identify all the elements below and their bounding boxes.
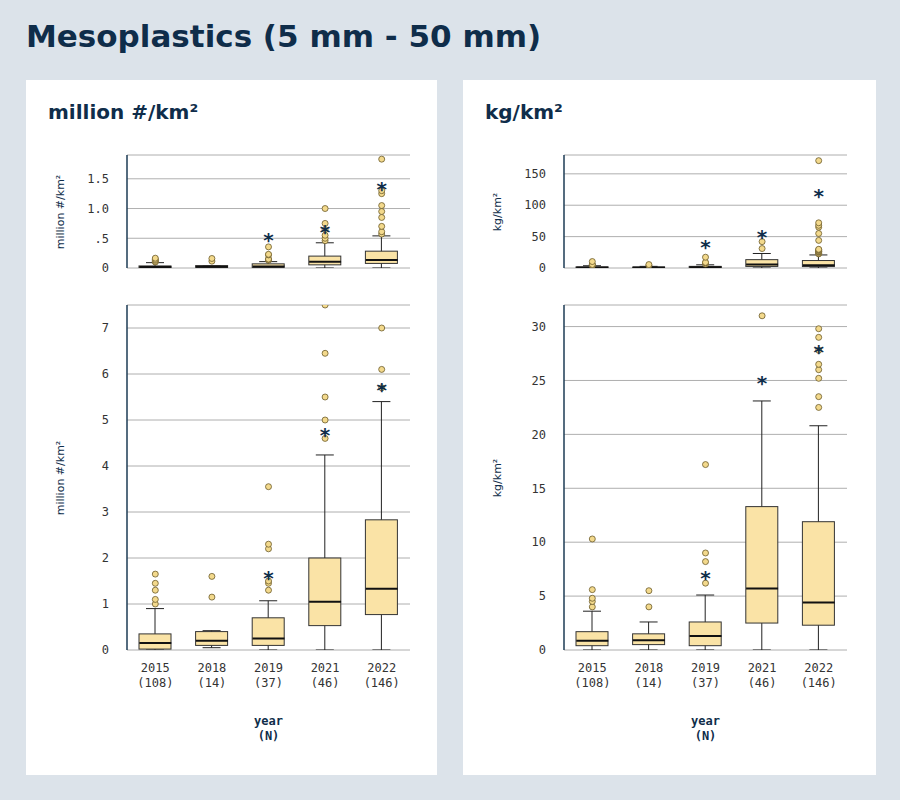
html-text:Mesoplastics (5 mm - 50 mm): Mesoplastics (5 mm - 50 mm) [26, 18, 542, 54]
svg-text:2015(108): 2015(108) [574, 661, 610, 690]
svg-text:2021(46): 2021(46) [748, 661, 777, 690]
svg-text:2015(108): 2015(108) [137, 661, 173, 690]
svg-text:2018(14): 2018(14) [197, 661, 226, 690]
svg-text:20: 20 [532, 428, 546, 442]
svg-text:0: 0 [539, 261, 546, 273]
svg-text:0: 0 [539, 643, 546, 657]
svg-text:5: 5 [539, 589, 546, 603]
svg-text:2019(37): 2019(37) [254, 661, 283, 690]
html-text:million #/km²: million #/km² [53, 440, 67, 515]
svg-text:100: 100 [524, 198, 546, 212]
svg-text:2: 2 [102, 551, 109, 565]
svg-text:15: 15 [532, 482, 546, 496]
svg-text:0: 0 [102, 261, 109, 273]
html-text:kg/km²: kg/km² [485, 100, 563, 124]
svg-text:*: * [757, 225, 768, 249]
html-text:(N): (N) [257, 729, 280, 743]
svg-text:*: * [700, 235, 711, 259]
html-text:million #/km²: million #/km² [48, 100, 199, 124]
svg-text:2022(146): 2022(146) [801, 661, 837, 690]
svg-text:2018(14): 2018(14) [634, 661, 663, 690]
svg-text:7: 7 [102, 321, 109, 335]
html-text:kg/km²: kg/km² [490, 458, 504, 497]
svg-text:2022(146): 2022(146) [364, 661, 400, 690]
svg-text:*: * [700, 566, 711, 590]
svg-text:1: 1 [102, 597, 109, 611]
svg-text:*: * [757, 371, 768, 395]
svg-text:5: 5 [102, 413, 109, 427]
svg-text:*: * [813, 184, 824, 208]
svg-text:150: 150 [524, 167, 546, 181]
svg-text:*: * [320, 220, 331, 244]
svg-text:1.5: 1.5 [87, 172, 109, 186]
svg-text:*: * [376, 177, 387, 201]
html-text:kg/km²: kg/km² [490, 192, 504, 231]
svg-text:1.0: 1.0 [87, 202, 109, 216]
svg-text:25: 25 [532, 374, 546, 388]
svg-text:4: 4 [102, 459, 109, 473]
html-text:(N): (N) [694, 729, 717, 743]
svg-text:*: * [263, 228, 274, 252]
html-text:million #/km²: million #/km² [53, 174, 67, 249]
html-text:year: year [254, 714, 283, 728]
svg-text:2021(46): 2021(46) [311, 661, 340, 690]
svg-text:10: 10 [532, 535, 546, 549]
svg-text:6: 6 [102, 367, 109, 381]
svg-text:50: 50 [532, 230, 546, 244]
svg-text:30: 30 [532, 320, 546, 334]
html-text:year: year [691, 714, 720, 728]
svg-text:*: * [263, 566, 274, 590]
svg-text:*: * [320, 423, 331, 447]
svg-text:2019(37): 2019(37) [691, 661, 720, 690]
svg-text:*: * [813, 340, 824, 364]
svg-text:*: * [376, 378, 387, 402]
svg-text:.5: .5 [95, 232, 109, 246]
svg-text:0: 0 [102, 643, 109, 657]
svg-text:3: 3 [102, 505, 109, 519]
